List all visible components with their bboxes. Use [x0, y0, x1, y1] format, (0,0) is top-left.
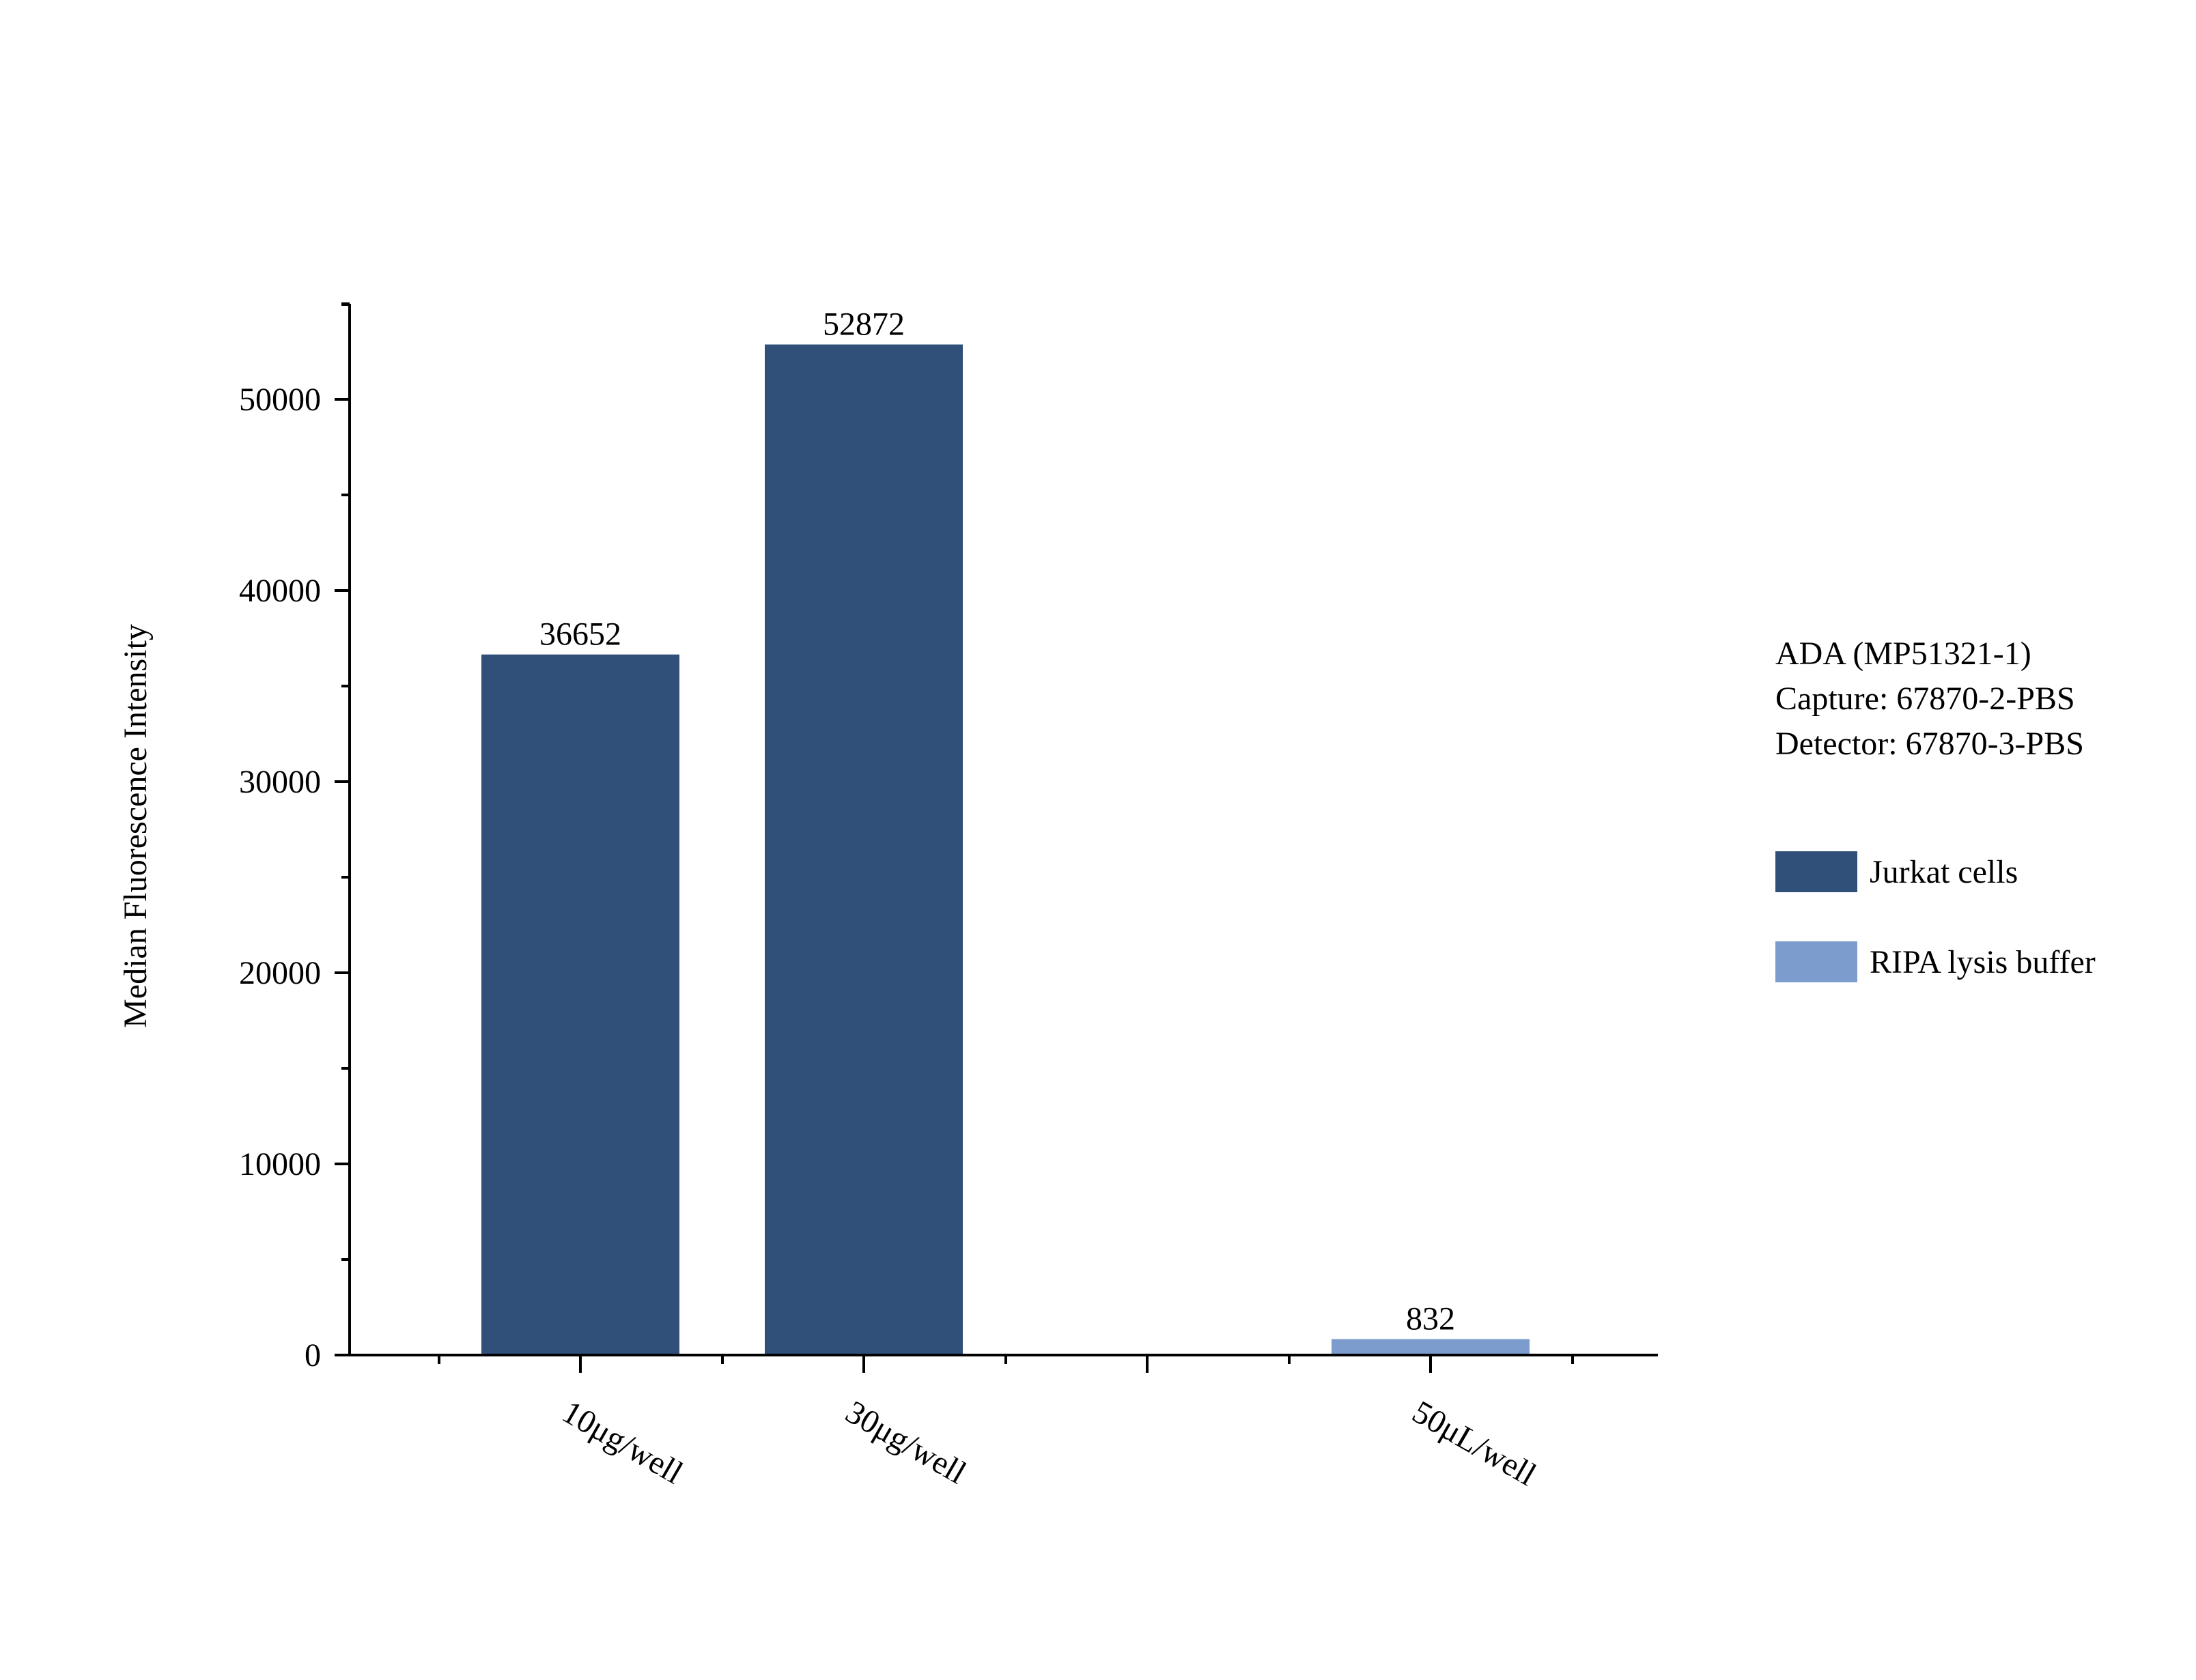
x-tick-label-10ug-well: 10μg/well	[557, 1394, 689, 1492]
legend-item-ripa-lysis-buffer: RIPA lysis buffer	[1775, 941, 2096, 984]
legend-swatch-ripa-lysis-buffer	[1775, 941, 1857, 982]
y-tick-label-30000: 30000	[239, 764, 321, 800]
annotation-antibody: ADA (MP51321-1)	[1775, 636, 2031, 672]
y-tick-label-10000: 10000	[239, 1146, 321, 1182]
annotation-detector: Detector: 67870-3-PBS	[1775, 726, 2084, 762]
legend-swatch-jurkat-cells	[1775, 851, 1857, 892]
annotation-capture: Capture: 67870-2-PBS	[1775, 681, 2075, 717]
legend-label-ripa-lysis-buffer: RIPA lysis buffer	[1870, 944, 2096, 980]
y-tick-label-40000: 40000	[239, 573, 321, 609]
y-tick-label-50000: 50000	[239, 382, 321, 418]
data-label-10ug-well: 36652	[539, 616, 621, 653]
bar-50ul-well	[1332, 1339, 1530, 1355]
bar-30ug-well	[765, 344, 963, 1356]
legend-label-jurkat-cells: Jurkat cells	[1870, 854, 2018, 890]
axes-group	[335, 302, 1658, 1373]
y-tick-label-20000: 20000	[239, 955, 321, 991]
data-label-50ul-well: 832	[1406, 1301, 1455, 1337]
bars-group	[481, 344, 1530, 1356]
bar-10ug-well	[481, 654, 679, 1355]
x-tick-label-30ug-well: 30μg/well	[840, 1394, 972, 1492]
legend-item-jurkat-cells: Jurkat cells	[1775, 851, 2084, 894]
x-tick-label-50ul-well: 50μL/well	[1407, 1394, 1543, 1493]
y-axis-label: Median Fluorescence Intensity	[117, 624, 154, 1028]
data-label-30ug-well: 52872	[823, 307, 905, 343]
legend: ADA (MP51321-1) Capture: 67870-2-PBS Det…	[1775, 631, 2096, 984]
y-tick-label-0: 0	[305, 1337, 321, 1373]
